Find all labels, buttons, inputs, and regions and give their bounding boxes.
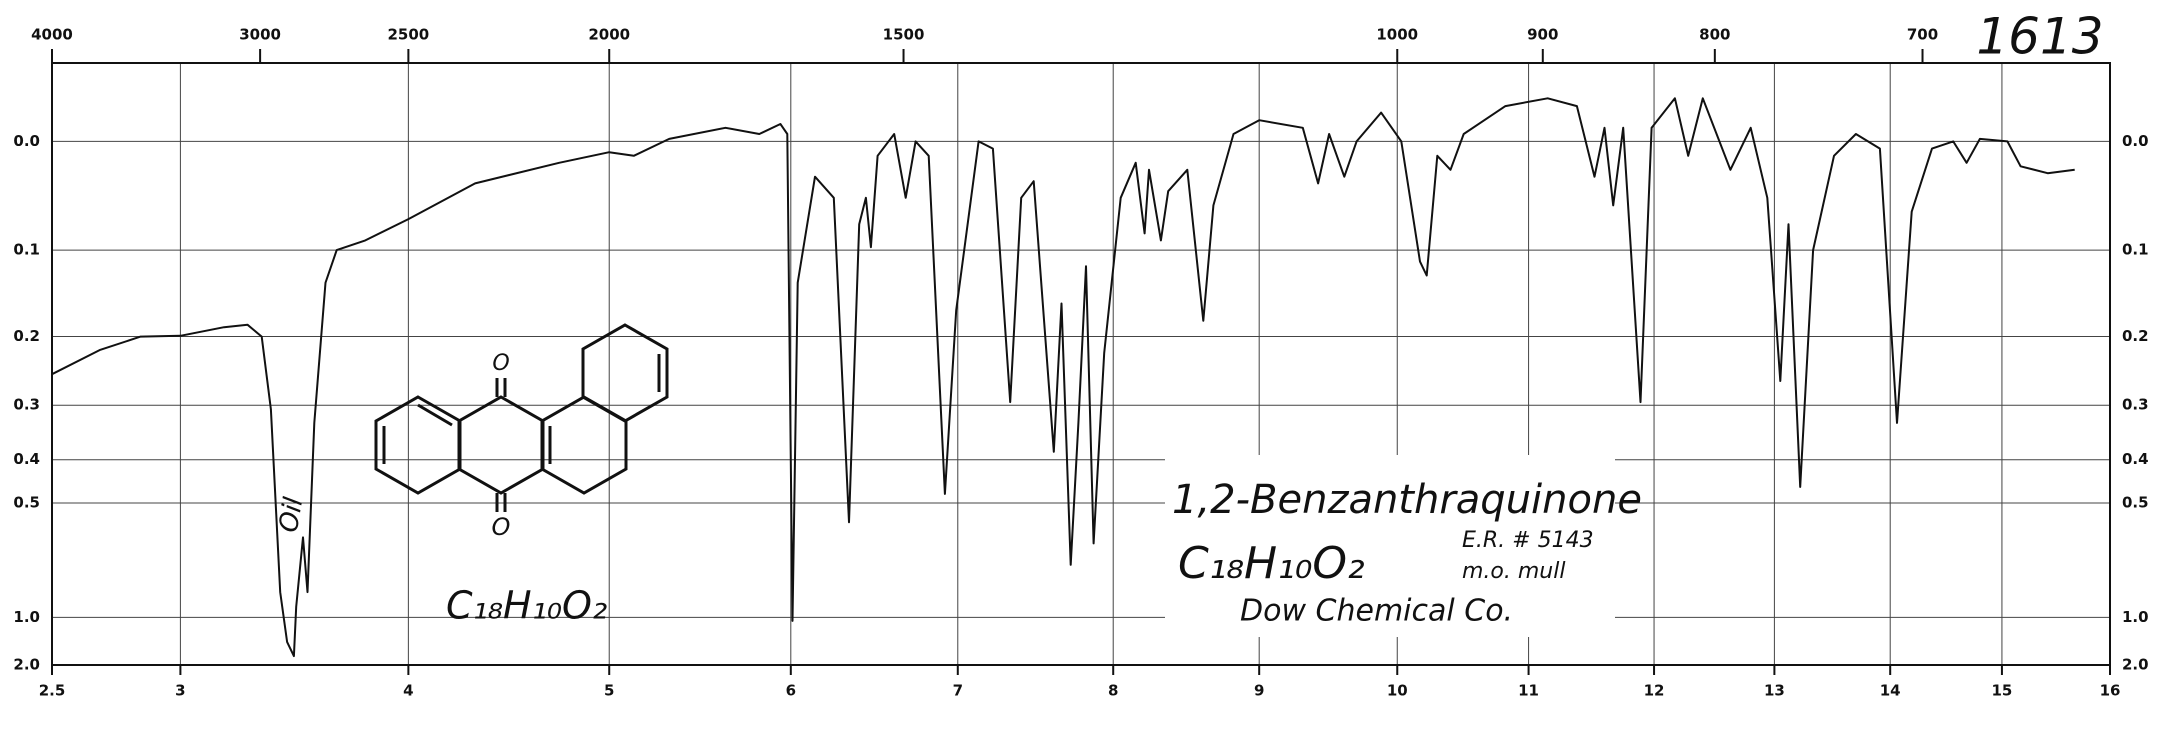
oxygen-label: O	[492, 513, 511, 541]
x-tick-label: 8	[1108, 682, 1118, 700]
y-tick-label: 0.4	[13, 450, 40, 468]
x2-tick-label: 3000	[239, 26, 281, 44]
x-tick-label: 4	[403, 682, 413, 700]
y-tick-label: 0.3	[13, 396, 40, 414]
x-tick-label: 11	[1518, 682, 1539, 700]
registry-note: E.R. # 5143	[1462, 528, 1594, 553]
y-tick-label-right: 0.0	[2122, 132, 2149, 150]
y-tick-label-right: 0.2	[2122, 327, 2149, 345]
y-tick-label-right: 2.0	[2122, 656, 2149, 674]
oxygen-label: O	[492, 351, 509, 376]
x2-tick-label: 2000	[588, 26, 630, 44]
y-tick-label-right: 0.4	[2122, 450, 2149, 468]
bond	[417, 403, 453, 427]
x-tick-label: 6	[786, 682, 796, 700]
structure	[374, 323, 669, 512]
structure-formula: C₁₈H₁₀O₂	[446, 584, 607, 628]
x-tick-label: 16	[2100, 682, 2121, 700]
x-tick-label: 15	[1991, 682, 2012, 700]
x-tick-label: 3	[175, 682, 185, 700]
x2-tick-label: 1500	[883, 26, 925, 44]
y-tick-label-right: 1.0	[2122, 608, 2149, 626]
source-note: Dow Chemical Co.	[1240, 594, 1513, 629]
y-tick-label: 2.0	[13, 656, 40, 674]
x2-tick-label: 900	[1527, 26, 1558, 44]
x-tick-label: 13	[1764, 682, 1785, 700]
formula: C₁₈H₁₀O₂	[1178, 538, 1365, 589]
y-tick-label-right: 0.3	[2122, 396, 2149, 414]
x2-tick-label: 2500	[387, 26, 429, 44]
chart-title: 1613	[1976, 8, 2103, 66]
x2-tick-label: 700	[1907, 26, 1938, 44]
sample-note: m.o. mull	[1462, 559, 1565, 584]
spectrum-line	[51, 97, 2075, 658]
x2-tick-label: 1000	[1376, 26, 1418, 44]
x-tick-label: 10	[1387, 682, 1408, 700]
ring	[581, 323, 669, 423]
plot-frame	[51, 62, 2111, 666]
y-tick-label: 0.1	[13, 241, 40, 259]
y-tick-label-right: 0.5	[2122, 494, 2149, 512]
x-tick-label: 14	[1880, 682, 1901, 700]
compound-name: 1,2-Benzanthraquinone	[1172, 477, 1642, 523]
x-tick-label: 12	[1644, 682, 1665, 700]
label-box	[1165, 455, 1615, 637]
y-tick-label: 0.5	[13, 494, 40, 512]
oil-note: Oil	[274, 494, 310, 534]
x-tick-label: 2.5	[39, 682, 66, 700]
x2-tick-label: 800	[1699, 26, 1730, 44]
y-tick-label: 1.0	[13, 608, 40, 626]
x-tick-label: 5	[604, 682, 614, 700]
y-tick-label: 0.0	[13, 132, 40, 150]
x2-tick-label: 4000	[31, 26, 73, 44]
x-tick-label: 7	[953, 682, 963, 700]
x-tick-label: 9	[1254, 682, 1264, 700]
y-tick-label: 0.2	[13, 327, 40, 345]
y-tick-label-right: 0.1	[2122, 241, 2149, 259]
